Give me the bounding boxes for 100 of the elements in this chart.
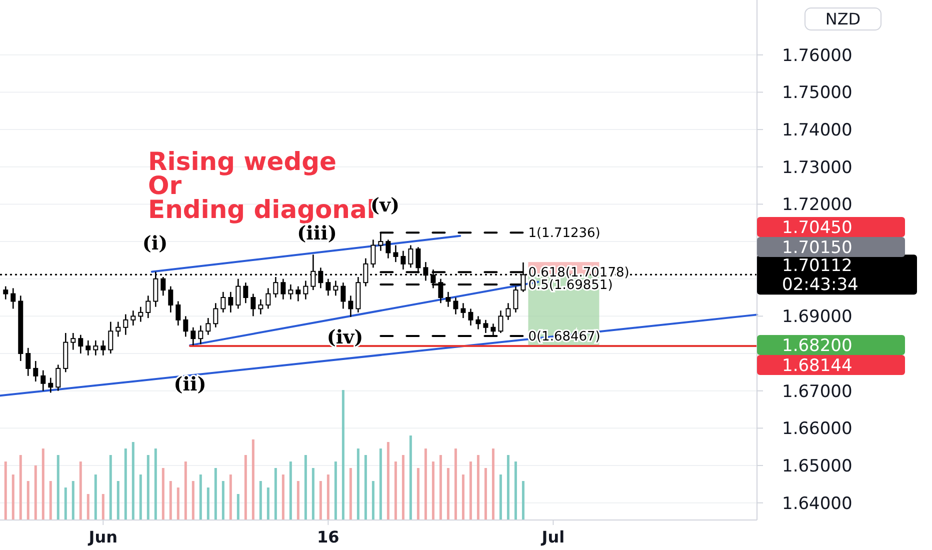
bar bbox=[169, 481, 172, 520]
x-tick-label: Jul bbox=[540, 528, 565, 547]
bar bbox=[402, 455, 404, 520]
bar bbox=[162, 468, 164, 520]
bar bbox=[139, 474, 142, 520]
candlestick bbox=[460, 302, 466, 319]
candlestick bbox=[48, 377, 54, 394]
candlestick bbox=[206, 317, 211, 336]
text: 1.70450 bbox=[782, 218, 852, 238]
y-tick-label: 1.73000 bbox=[782, 158, 852, 178]
bar bbox=[492, 448, 494, 520]
candlestick bbox=[340, 282, 346, 310]
bar bbox=[132, 442, 134, 520]
text: 1.70150 bbox=[782, 238, 852, 258]
bar bbox=[514, 462, 517, 520]
candlestick bbox=[498, 310, 504, 334]
bar bbox=[394, 462, 397, 520]
bar bbox=[372, 481, 374, 520]
candlestick bbox=[258, 298, 264, 315]
candlestick bbox=[190, 326, 196, 346]
y-tick-label: 1.72000 bbox=[782, 195, 852, 216]
candlestick bbox=[183, 316, 188, 338]
bar bbox=[424, 448, 427, 520]
bar bbox=[206, 488, 210, 520]
candlestick bbox=[393, 244, 398, 263]
candlestick bbox=[146, 295, 151, 319]
bar bbox=[319, 481, 322, 520]
bar bbox=[146, 455, 150, 520]
annotation: (i) bbox=[142, 232, 168, 255]
candlestick bbox=[93, 340, 98, 356]
bar bbox=[296, 481, 300, 520]
candlestick bbox=[296, 286, 301, 302]
bar bbox=[64, 488, 67, 520]
bar bbox=[56, 455, 60, 520]
bar bbox=[499, 474, 502, 520]
candlestick bbox=[3, 286, 8, 300]
bar bbox=[222, 481, 224, 520]
candlestick bbox=[168, 286, 174, 314]
bar bbox=[184, 462, 187, 520]
bar bbox=[484, 468, 487, 520]
bar bbox=[522, 481, 524, 520]
ref-line-label: 1.70112 02:43:34 bbox=[782, 256, 858, 296]
bar bbox=[506, 455, 510, 520]
bar bbox=[49, 481, 52, 520]
y-tick-label: 1.75000 bbox=[782, 83, 852, 104]
candlestick bbox=[476, 316, 481, 330]
bar bbox=[19, 455, 22, 520]
candlestick bbox=[348, 295, 354, 318]
bar bbox=[274, 468, 277, 520]
bar bbox=[94, 474, 97, 520]
bar bbox=[214, 468, 217, 520]
bar bbox=[12, 474, 14, 520]
y-tick-label: 1.69000 bbox=[782, 307, 852, 328]
candlestick bbox=[78, 334, 84, 354]
bar bbox=[102, 494, 104, 520]
bar bbox=[176, 488, 180, 520]
candlestick bbox=[483, 319, 488, 334]
y-tick-label: 1.76000 bbox=[782, 46, 852, 66]
x-tick-label: Jun bbox=[88, 528, 118, 547]
bar bbox=[244, 455, 247, 520]
bar bbox=[289, 462, 292, 520]
candlestick bbox=[250, 293, 256, 317]
bar bbox=[259, 481, 262, 520]
candlestick bbox=[453, 296, 458, 315]
candlestick bbox=[506, 302, 511, 321]
candlestick bbox=[236, 278, 241, 310]
candlestick bbox=[138, 306, 144, 322]
candlestick bbox=[266, 288, 271, 310]
candlestick bbox=[303, 280, 308, 300]
bar bbox=[266, 488, 270, 520]
bar bbox=[72, 481, 74, 520]
bar bbox=[386, 442, 390, 520]
annotation: 0.5(1.69851) bbox=[528, 278, 613, 293]
y-tick-label: 1.66000 bbox=[782, 419, 852, 440]
bar bbox=[124, 448, 127, 520]
text: 1.68200 bbox=[782, 336, 852, 356]
bar bbox=[86, 494, 90, 520]
y-tick-label: 1.64000 bbox=[782, 494, 852, 514]
bar bbox=[432, 462, 434, 520]
bar bbox=[154, 448, 157, 520]
bar bbox=[454, 448, 457, 520]
bar bbox=[229, 474, 232, 520]
candlestick bbox=[198, 324, 204, 345]
candlestick bbox=[326, 278, 331, 296]
annotation: (iii) bbox=[297, 222, 337, 245]
bar bbox=[34, 465, 37, 520]
bar bbox=[282, 474, 284, 520]
candlestick bbox=[370, 239, 376, 268]
candlestick bbox=[288, 284, 294, 300]
bar bbox=[409, 436, 412, 520]
annotation: (iv) bbox=[326, 326, 364, 349]
y-tick-label: 1.65000 bbox=[782, 456, 852, 476]
bar bbox=[469, 462, 472, 520]
candlestick bbox=[130, 310, 136, 326]
candlestick bbox=[123, 314, 128, 336]
bar bbox=[446, 468, 450, 520]
candlestick bbox=[446, 291, 451, 308]
bar bbox=[349, 468, 352, 520]
bar bbox=[199, 474, 202, 520]
candlestick bbox=[468, 308, 474, 326]
